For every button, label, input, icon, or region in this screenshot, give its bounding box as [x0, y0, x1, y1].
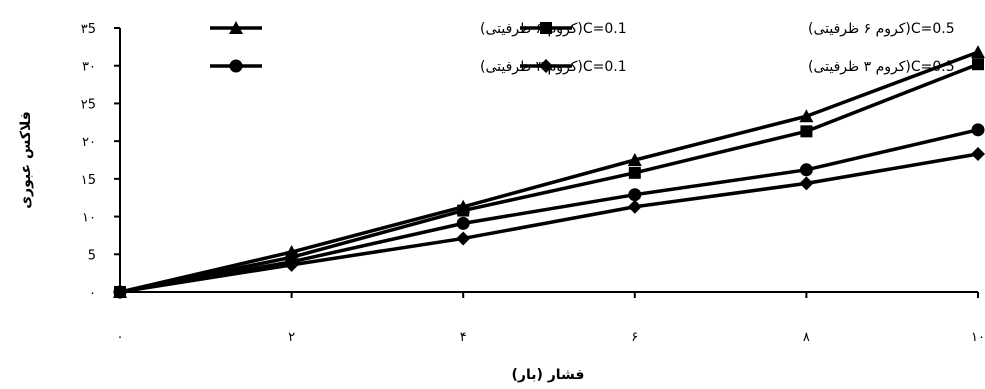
x-axis-ticks: ۰ ۲ ۴ ۶ ۸ ۱۰ [117, 292, 985, 345]
series-triangle [113, 45, 985, 298]
series-diamond [113, 146, 985, 299]
legend-item-diamond: C=0.5(کروم ۳ ظرفیتی) [520, 59, 955, 75]
y-tick-label: ۱۰ [82, 211, 96, 226]
y-tick-label: ۰ [89, 286, 96, 301]
y-tick-label: ۱5 [81, 173, 96, 188]
series-line-circle [119, 128, 979, 294]
legend-marker-diamond [539, 59, 553, 73]
legend-label: C=0.5(کروم ۶ ظرفیتی) [808, 21, 955, 37]
data-point-diamond [627, 199, 642, 214]
data-point-triangle [971, 45, 985, 59]
x-tick-label: ۶ [631, 330, 638, 345]
chart-axes [119, 28, 978, 293]
y-axis-title: فلاکس عبوری [18, 111, 34, 209]
data-point-triangle [799, 109, 814, 123]
data-point-diamond [284, 257, 299, 272]
legend-marker-triangle [229, 21, 243, 34]
legend-label: C=0.5(کروم ۳ ظرفیتی) [808, 59, 955, 75]
data-point-diamond [113, 285, 127, 299]
legend: C=0.1(کروم ۶ ظرفیتی)C=0.5(کروم ۶ ظرفیتی)… [210, 21, 955, 75]
legend-marker-circle [229, 59, 243, 73]
series-line-square [119, 62, 979, 294]
data-point-circle [456, 216, 470, 230]
data-point-circle [628, 188, 642, 202]
data-point-circle [799, 163, 813, 177]
legend-item-square: C=0.5(کروم ۶ ظرفیتی) [520, 21, 955, 37]
x-tick-label: ۰ [117, 330, 124, 345]
data-point-square [972, 58, 984, 71]
y-tick-label: ۲۰ [82, 135, 96, 150]
x-tick-label: ۲ [288, 330, 295, 345]
y-tick-label: ۲5 [81, 97, 96, 112]
series-line-triangle [119, 50, 979, 294]
x-tick-label: ۸ [803, 330, 810, 345]
data-point-diamond [799, 176, 814, 191]
data-point-square [457, 204, 470, 217]
x-tick-label: ۴ [460, 330, 467, 345]
x-tick-label: ۱۰ [971, 330, 985, 345]
y-tick-label: ۳۰ [82, 60, 96, 75]
y-tick-label: 5 [88, 248, 96, 263]
data-point-diamond [971, 146, 985, 161]
data-point-triangle [627, 153, 642, 166]
x-axis-title: فشار (بار) [512, 367, 585, 383]
legend-marker-square [540, 22, 552, 34]
data-point-square [628, 166, 641, 179]
series-layer [113, 45, 985, 299]
y-axis-ticks: ۰ 5 ۱۰ ۱5 ۲۰ ۲5 ۳۰ ۳5 [81, 22, 120, 301]
data-point-circle [971, 123, 985, 137]
data-point-square [800, 125, 813, 138]
series-line-diamond [119, 152, 979, 294]
data-point-diamond [456, 231, 471, 246]
y-tick-label: ۳5 [81, 22, 96, 37]
